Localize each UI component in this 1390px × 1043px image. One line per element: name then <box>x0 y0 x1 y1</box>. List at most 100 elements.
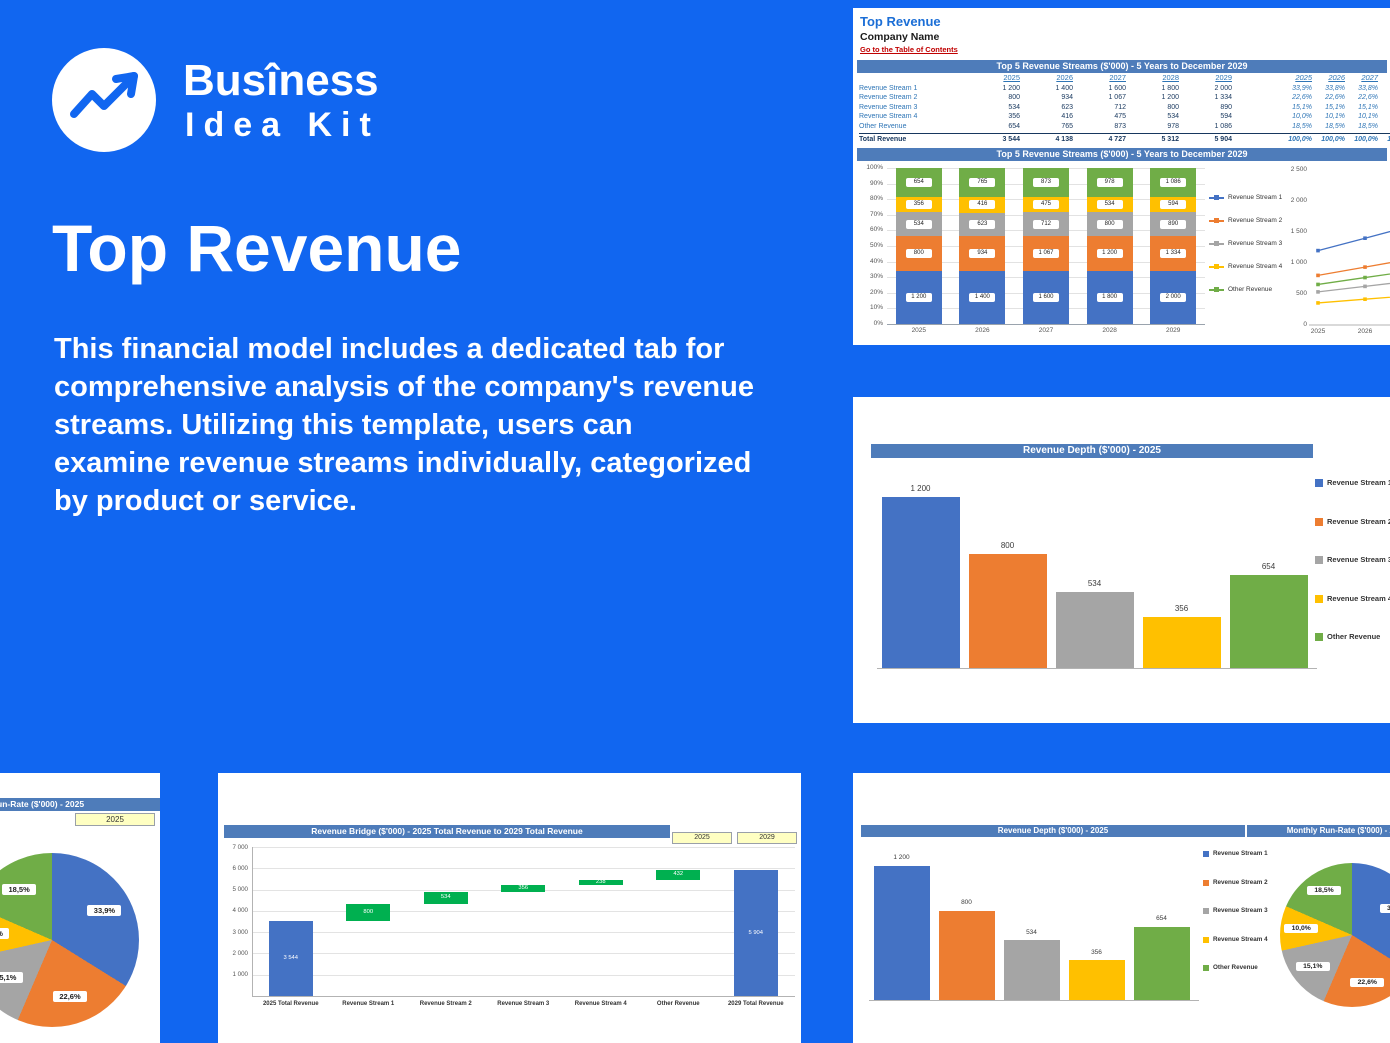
bridge-bar <box>268 920 313 996</box>
bridge-bar-label: 3 544 <box>283 954 298 961</box>
depth-bar <box>1133 926 1190 1000</box>
pie-slice-label: 22,6% <box>53 991 87 1003</box>
stacked-x-label: 2026 <box>975 327 990 334</box>
stacked-y-tick: 20% <box>869 288 883 296</box>
table-total-pct-cell: 100,0% <box>1321 135 1345 143</box>
pie-slice-label: 33,9% <box>87 904 122 916</box>
table-cell: 623 <box>1061 103 1073 111</box>
pie-slice-label: 18,5% <box>1307 886 1342 896</box>
stacked-y-tick: 60% <box>869 226 883 234</box>
depth-bar <box>1068 960 1125 1000</box>
table-cell: 654 <box>1008 122 1020 130</box>
table-pct-year-header: 2026 <box>1328 73 1345 82</box>
bridge-bar <box>346 903 391 921</box>
stacked-segment-label: 1 200 <box>905 293 932 303</box>
table-total-cell: 4 727 <box>1108 135 1126 143</box>
x-axis-line <box>877 668 1317 669</box>
stacked-y-tick: 0% <box>873 320 883 327</box>
legend-marker <box>1214 241 1219 246</box>
sheet-tab-title: Top Revenue <box>860 14 941 29</box>
table-cell: 2 000 <box>1214 85 1232 92</box>
bridge-x-label: 2029 Total Revenue <box>727 1001 784 1007</box>
table-cell: 594 <box>1220 113 1232 121</box>
line-y-tick: 2 500 <box>1290 166 1307 173</box>
table-pct-cell: 22,6% <box>1358 94 1378 102</box>
table-cell: 890 <box>1220 103 1232 111</box>
brand-logo <box>52 48 156 152</box>
bridge-gridline <box>252 932 795 934</box>
legend-label: Revenue Stream 4 <box>1327 593 1390 603</box>
page-description: This financial model includes a dedicate… <box>54 333 754 517</box>
line-y-tick: 0 <box>1303 321 1307 328</box>
table-row-label: Other Revenue <box>859 122 907 130</box>
page-title: Top Revenue <box>52 211 462 285</box>
table-total-label: Total Revenue <box>859 135 907 143</box>
table-cell: 934 <box>1061 94 1073 102</box>
trend-arrow-icon <box>70 72 138 118</box>
line-y-tick: 500 <box>1296 290 1307 297</box>
bridge-bar-label: 356 <box>518 884 529 891</box>
table-cell: 356 <box>1008 113 1020 121</box>
table-pct-cell: 15,1% <box>1292 103 1312 111</box>
legend-label: Other Revenue <box>1213 964 1258 972</box>
stacked-gridline <box>887 324 1205 325</box>
legend-swatch <box>1203 965 1209 972</box>
stacked-y-tick: 50% <box>869 242 883 249</box>
legend-swatch <box>1203 908 1209 915</box>
toc-link[interactable]: Go to the Table of Contents <box>860 45 958 54</box>
bridge-y-tick: 3 000 <box>232 928 248 936</box>
pie-slice-label: 15,1% <box>1295 961 1330 971</box>
table-title-bar: Top 5 Revenue Streams ($'000) - 5 Years … <box>857 60 1387 73</box>
depth-bar <box>1003 940 1060 1000</box>
legend-swatch <box>1315 479 1323 487</box>
stacked-x-label: 2025 <box>911 327 927 334</box>
table-cell: 475 <box>1114 113 1126 121</box>
bridge-bar <box>578 879 623 885</box>
x-axis-line <box>252 996 795 997</box>
depth-and-run-rate-panel: Revenue Depth ($'000) - 2025 Monthly Run… <box>853 773 1390 1043</box>
stacked-y-tick: 80% <box>869 195 883 203</box>
bridge-gridline <box>252 974 795 976</box>
stacked-x-label: 2029 <box>1165 327 1181 334</box>
bridge-x-label: Revenue Stream 3 <box>497 1001 550 1007</box>
table-cell: 534 <box>1167 113 1179 121</box>
depth-chart-title-bar-2: Revenue Depth ($'000) - 2025 <box>861 825 1245 837</box>
bridge-bar-label: 432 <box>673 871 684 878</box>
depth-bar-value: 534 <box>1087 578 1102 588</box>
depth-bar <box>968 554 1047 668</box>
stacked-segment-label: 1 800 <box>1096 293 1123 303</box>
table-pct-cell: 33,8% <box>1358 85 1378 92</box>
table-cell: 873 <box>1114 122 1126 130</box>
depth-bar <box>938 910 995 1000</box>
depth-bar-value: 800 <box>961 899 972 907</box>
table-total-cell: 5 312 <box>1161 135 1179 143</box>
bridge-start-year-selector[interactable]: 2025 <box>672 832 732 844</box>
mini-line-chart <box>1309 230 1390 326</box>
table-cell: 1 400 <box>1055 85 1073 92</box>
line-x-label: 2026 <box>1357 328 1373 335</box>
stacked-y-tick: 30% <box>869 273 883 281</box>
stacked-segment-label: 416 <box>969 200 996 210</box>
bridge-gridline <box>252 868 795 870</box>
table-cell: 1 200 <box>1002 85 1020 92</box>
legend-label: Revenue Stream 3 <box>1213 907 1268 915</box>
stacked-segment-label: 890 <box>1160 219 1187 229</box>
bridge-y-tick: 7 000 <box>232 843 248 851</box>
year-selector-dropdown[interactable]: 2025 <box>75 813 155 826</box>
legend-swatch <box>1315 517 1323 526</box>
table-row-label: Revenue Stream 4 <box>859 113 918 121</box>
line-x-label: 2025 <box>1310 328 1326 335</box>
table-cell: 1 200 <box>1161 94 1179 102</box>
bridge-bar <box>733 870 778 996</box>
legend-label: Revenue Stream 4 <box>1213 935 1268 943</box>
bridge-x-label: Revenue Stream 1 <box>342 1001 395 1007</box>
pie-slice-label: 18,5% <box>2 883 37 895</box>
stacked-segment-label: 594 <box>1160 200 1187 210</box>
monthly-run-rate-panel: Monthly Run-Rate ($'000) - 2025 2025 33,… <box>0 773 160 1043</box>
bridge-x-label: Revenue Stream 2 <box>419 1001 472 1007</box>
brand-name-line1: Busîness <box>183 56 379 105</box>
table-cell: 416 <box>1061 113 1073 121</box>
bridge-end-year-selector[interactable]: 2029 <box>737 832 797 844</box>
legend-label: Revenue Stream 4 <box>1228 263 1283 270</box>
